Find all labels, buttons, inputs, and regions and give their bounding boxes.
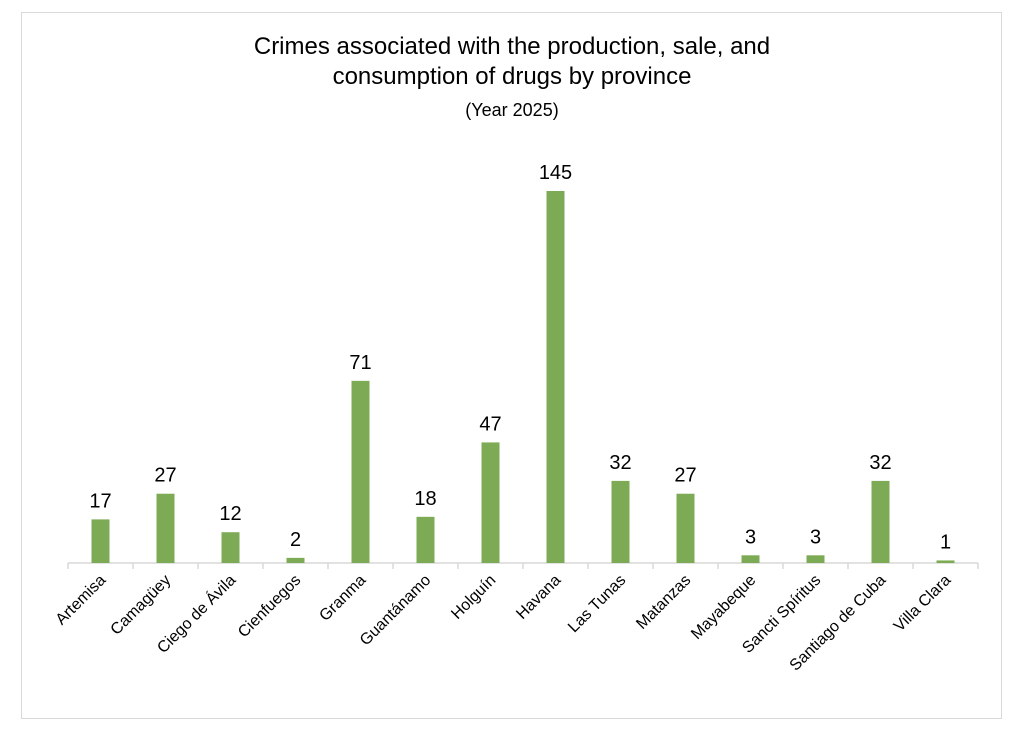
data-label: 1	[940, 531, 951, 553]
x-tick-label: Holguín	[448, 572, 499, 623]
data-label: 3	[810, 526, 821, 548]
data-label: 18	[414, 488, 436, 510]
data-label: 32	[869, 452, 891, 474]
bar-holguín	[481, 442, 500, 563]
chart-title-line1: Crimes associated with the production, s…	[253, 33, 771, 60]
data-label: 145	[539, 162, 572, 184]
bar-granma	[351, 380, 370, 563]
bar-sancti-spíritus	[806, 555, 825, 563]
chart-subtitle: (Year 2025)	[465, 100, 559, 120]
bar-cienfuegos	[286, 557, 305, 563]
bar-santiago-de-cuba	[871, 480, 890, 563]
x-tick-label: Granma	[316, 572, 369, 625]
x-tick-label: Camagüey	[108, 572, 175, 639]
data-label: 27	[674, 465, 696, 487]
data-label: 47	[479, 413, 501, 435]
bar-villa-clara	[936, 560, 955, 563]
x-tick-label: Las Tunas	[565, 572, 629, 636]
data-label: 71	[349, 352, 371, 374]
x-tick-label: Mayabeque	[688, 572, 759, 643]
bar-mayabeque	[741, 555, 760, 563]
bar-artemisa	[91, 519, 110, 563]
x-tick-label: Artemisa	[53, 572, 110, 629]
data-label: 32	[609, 452, 631, 474]
chart-frame	[21, 12, 1002, 719]
data-label: 2	[290, 529, 301, 551]
bar-camagüey	[156, 493, 175, 563]
bar-ciego-de-ávila	[221, 532, 240, 563]
x-tick-label: Cienfuegos	[235, 572, 304, 641]
data-label: 27	[154, 465, 176, 487]
bar-las-tunas	[611, 480, 630, 563]
x-tick-label: Villa Clara	[891, 572, 954, 635]
x-tick-label: Matanzas	[633, 572, 694, 633]
data-label: 17	[89, 490, 111, 512]
bar-guantánamo	[416, 516, 435, 563]
chart-title-line2: consumption of drugs by province	[332, 63, 692, 90]
bar-havana	[546, 191, 565, 563]
bar-matanzas	[676, 493, 695, 563]
data-label: 3	[745, 526, 756, 548]
x-tick-label: Havana	[513, 572, 564, 623]
data-label: 12	[219, 503, 241, 525]
